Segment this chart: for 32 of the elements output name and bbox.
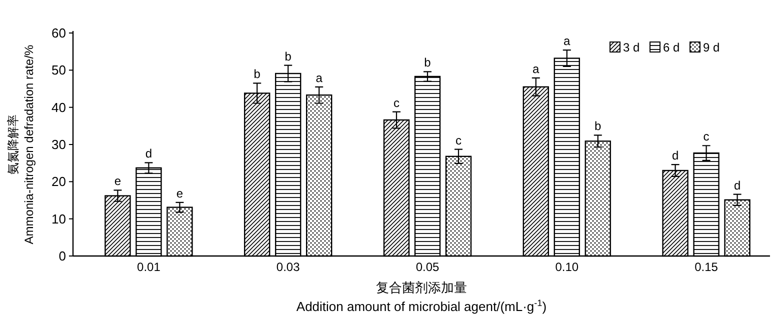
data-label: e: [176, 186, 184, 200]
data-label: d: [734, 178, 741, 192]
x-tick-label: 0.05: [416, 260, 440, 274]
x-axis-title: 复合菌剂添加量 Addition amount of microbial agent/(mL·g$^{-1}$): [296, 280, 547, 314]
data-label: c: [394, 96, 400, 110]
y-tick-label: 60: [52, 26, 66, 40]
data-label: b: [284, 49, 292, 64]
legend-label: 3 d: [623, 40, 640, 54]
data-label: b: [594, 119, 602, 134]
data-label: c: [703, 130, 710, 144]
y-tick-label: 50: [52, 62, 66, 78]
data-label: d: [672, 148, 679, 163]
y-tick-label: 20: [52, 174, 66, 190]
legend-label: 6 d: [663, 40, 680, 54]
data-label: b: [254, 67, 261, 82]
x-tick-label: 0.01: [137, 260, 161, 274]
legend-label: 9 d: [703, 40, 720, 54]
x-tick-label: 0.10: [555, 260, 579, 274]
data-label: a: [532, 62, 540, 76]
x-tick-label: 0.03: [276, 260, 300, 274]
y-tick-label: 30: [52, 137, 66, 152]
data-label: a: [316, 70, 323, 85]
data-label: d: [145, 146, 152, 161]
y-tick-label: 0: [58, 248, 66, 264]
data-label: a: [564, 34, 571, 48]
x-tick-label: 0.15: [694, 260, 718, 274]
data-label: e: [114, 174, 122, 188]
y-axis-title: 氨氮降解率 Ammonia-nitrogen defradation rate/%: [6, 44, 36, 244]
data-label: b: [424, 56, 432, 70]
data-label: c: [456, 133, 462, 148]
y-tick-label: 10: [52, 211, 66, 226]
y-tick-label: 40: [52, 100, 66, 115]
